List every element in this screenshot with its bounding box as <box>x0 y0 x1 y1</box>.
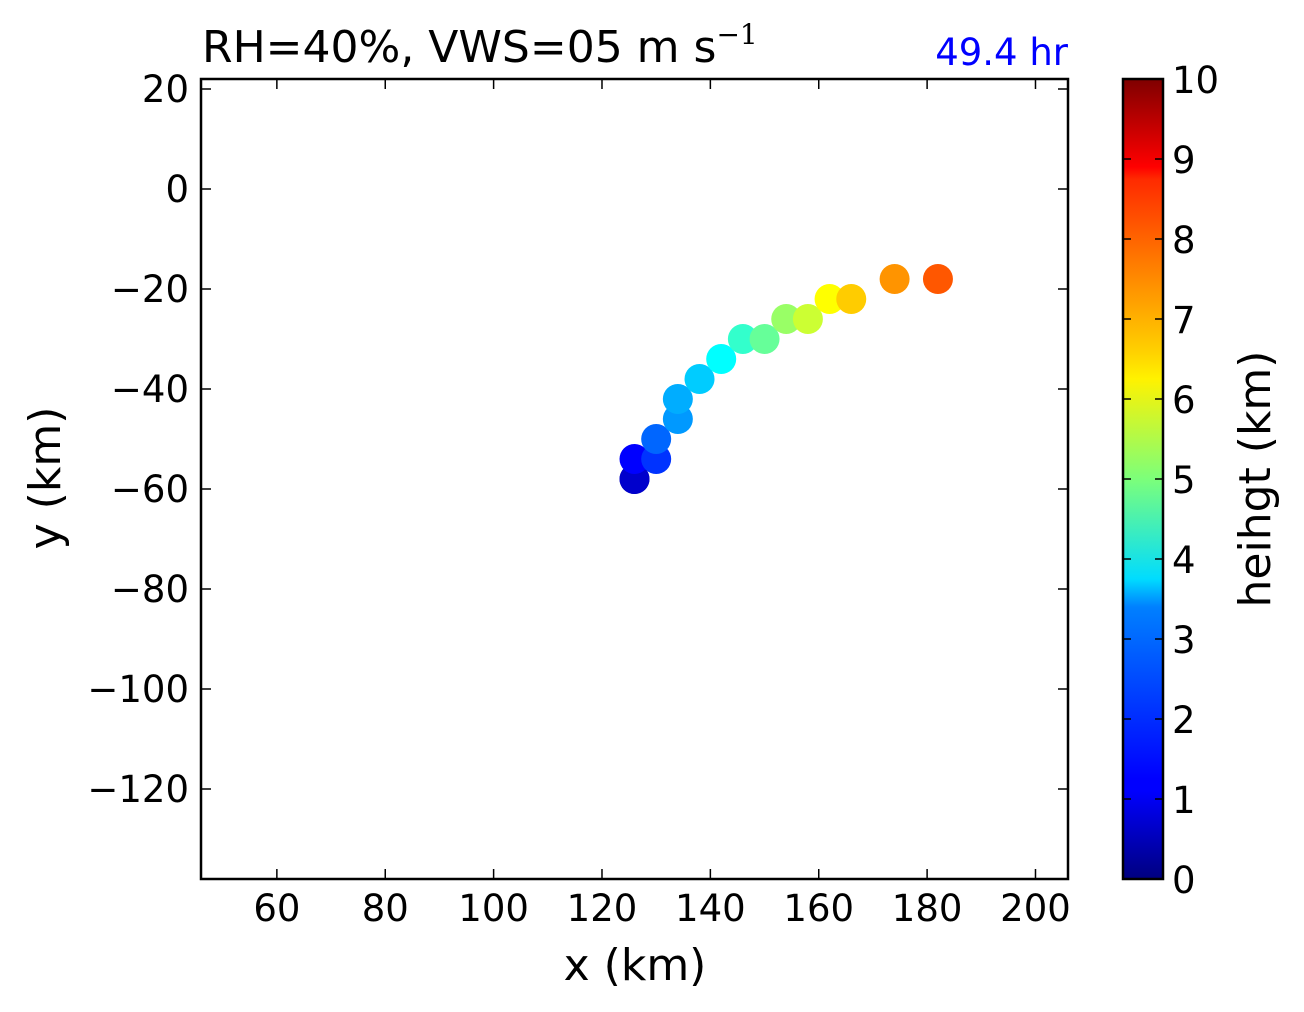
colorbar-tick-label: 8 <box>1172 219 1196 262</box>
y-tick-label: −80 <box>111 568 189 611</box>
chart-title-superscript: −1 <box>716 18 757 51</box>
y-tick-label: −120 <box>87 768 189 811</box>
scatter-point <box>641 424 672 454</box>
scatter-point <box>684 364 715 394</box>
colorbar-tick-label: 0 <box>1172 859 1196 902</box>
plot-frame <box>199 77 1070 881</box>
colorbar-tick-label: 5 <box>1172 459 1196 502</box>
colorbar-ticks: 0 1 2 3 4 5 6 7 8 9 10 <box>1123 59 1219 902</box>
colorbar-tick-label: 4 <box>1172 539 1196 582</box>
x-axis-ticks: 60 80 100 120 140 160 180 200 <box>253 79 1071 930</box>
colorbar-tick-label: 3 <box>1172 619 1196 662</box>
time-label: 49.4 hr <box>935 31 1069 74</box>
y-tick-label: −20 <box>111 268 189 311</box>
colorbar-label: heihgt (km) <box>1230 351 1281 608</box>
y-tick-label: −100 <box>87 668 189 711</box>
colorbar-tick-label: 7 <box>1172 299 1196 342</box>
x-tick-label: 180 <box>892 887 963 930</box>
scatter-point <box>792 304 823 334</box>
x-tick-label: 200 <box>1000 887 1071 930</box>
x-tick-label: 120 <box>567 887 638 930</box>
x-tick-label: 100 <box>458 887 529 930</box>
colorbar-tick-label: 1 <box>1172 779 1196 822</box>
chart-title-main: RH=40%, VWS=05 m s <box>202 22 716 73</box>
scatter-point <box>727 324 758 354</box>
x-tick-label: 60 <box>253 887 300 930</box>
colorbar-tick-label: 10 <box>1172 59 1219 102</box>
colorbar-tick-label: 9 <box>1172 139 1196 182</box>
scatter-point <box>879 264 910 294</box>
x-tick-label: 160 <box>783 887 854 930</box>
scatter-point <box>922 264 953 294</box>
colorbar-tick-label: 6 <box>1172 379 1196 422</box>
scatter-point <box>836 284 867 314</box>
x-axis-label: x (km) <box>564 940 707 991</box>
y-axis-label: y (km) <box>20 407 71 550</box>
x-tick-label: 140 <box>675 887 746 930</box>
scatter-point <box>706 344 737 374</box>
scatter-point <box>662 384 693 414</box>
scatter-point <box>619 444 650 474</box>
y-tick-label: 0 <box>165 168 189 211</box>
colorbar-tick-label: 2 <box>1172 699 1196 742</box>
scatter-points <box>619 264 953 494</box>
scatter-point <box>814 284 845 314</box>
x-tick-label: 80 <box>362 887 409 930</box>
scatter-point <box>771 304 802 334</box>
y-axis-ticks: 20 0 −20 −40 −60 −80 −100 −120 <box>87 68 1068 811</box>
y-tick-label: −40 <box>111 368 189 411</box>
y-tick-label: 20 <box>142 68 189 111</box>
y-tick-label: −60 <box>111 468 189 511</box>
chart-title: RH=40%, VWS=05 m s−1 <box>202 18 758 73</box>
scatter-point <box>749 324 780 354</box>
